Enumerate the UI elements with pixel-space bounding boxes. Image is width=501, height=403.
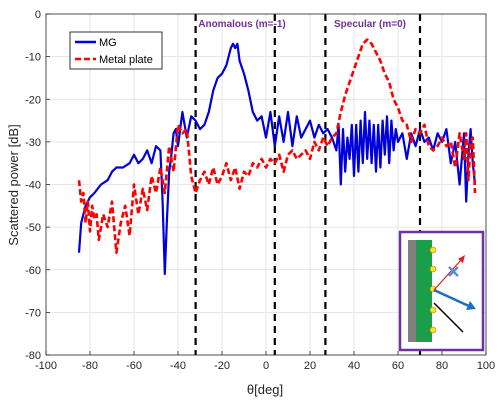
region-markers [194,14,422,355]
tick-labels: -100 -80 -60 -40 -20 0 20 40 60 80 1000-10-20-30-4… [25,9,495,372]
y-tick-label: -70 [25,307,41,319]
x-tick-label: 60 [392,360,404,372]
inset-particle [429,326,437,334]
legend-label-metal-plate: Metal plate [99,54,153,66]
x-tick-label: -60 [126,360,142,372]
inset-anomalous-ray [433,258,463,291]
region-label-specular: Specular (m=0) [334,19,406,30]
inset-metal-layer [408,240,416,342]
x-tick-label: 80 [436,360,448,372]
legend: MG Metal plate [69,31,163,70]
legend-label-mg: MG [99,37,117,49]
x-tick-label: 0 [263,360,269,372]
x-tick-label: -40 [170,360,186,372]
y-tick-label: -10 [25,52,41,64]
series-line-metal-plate [77,38,477,254]
x-axis-label: θ[deg] [247,382,283,397]
x-tick-label: -100 [35,360,57,372]
inset-anomalous-arrowhead [458,255,465,263]
y-axis-label: Scattered power [dB] [6,124,21,245]
y-tick-label: -40 [25,180,41,192]
inset-particle [429,246,437,254]
x-tick-label: -20 [214,360,230,372]
metasurface-inset-diagram [398,230,485,352]
inset-substrate [416,240,432,342]
x-tick-label: -80 [82,360,98,372]
series-line-mg [77,42,477,276]
inset-suppressed-cross-icon [448,266,459,277]
plot-border [45,13,487,356]
y-tick-label: -50 [25,222,41,234]
inset-particle [429,265,437,273]
y-tick-label: -60 [25,265,41,277]
x-tick-label: 20 [304,360,316,372]
legend-box [69,31,163,70]
x-tick-label: 100 [477,360,495,372]
region-label-anomalous: Anomalous (m=-1) [198,19,286,30]
series-lines [77,38,477,276]
inset-incident-ray [433,302,464,333]
inset-particle [429,306,437,314]
y-tick-label: -30 [25,137,41,149]
inset-reflected-arrowhead [466,301,476,310]
y-tick-label: -20 [25,94,41,106]
y-tick-label: 0 [35,9,41,21]
x-tick-label: 40 [348,360,360,372]
axes [45,13,487,356]
inset-reflected-arrow [433,288,472,309]
y-tick-label: -80 [25,350,41,362]
